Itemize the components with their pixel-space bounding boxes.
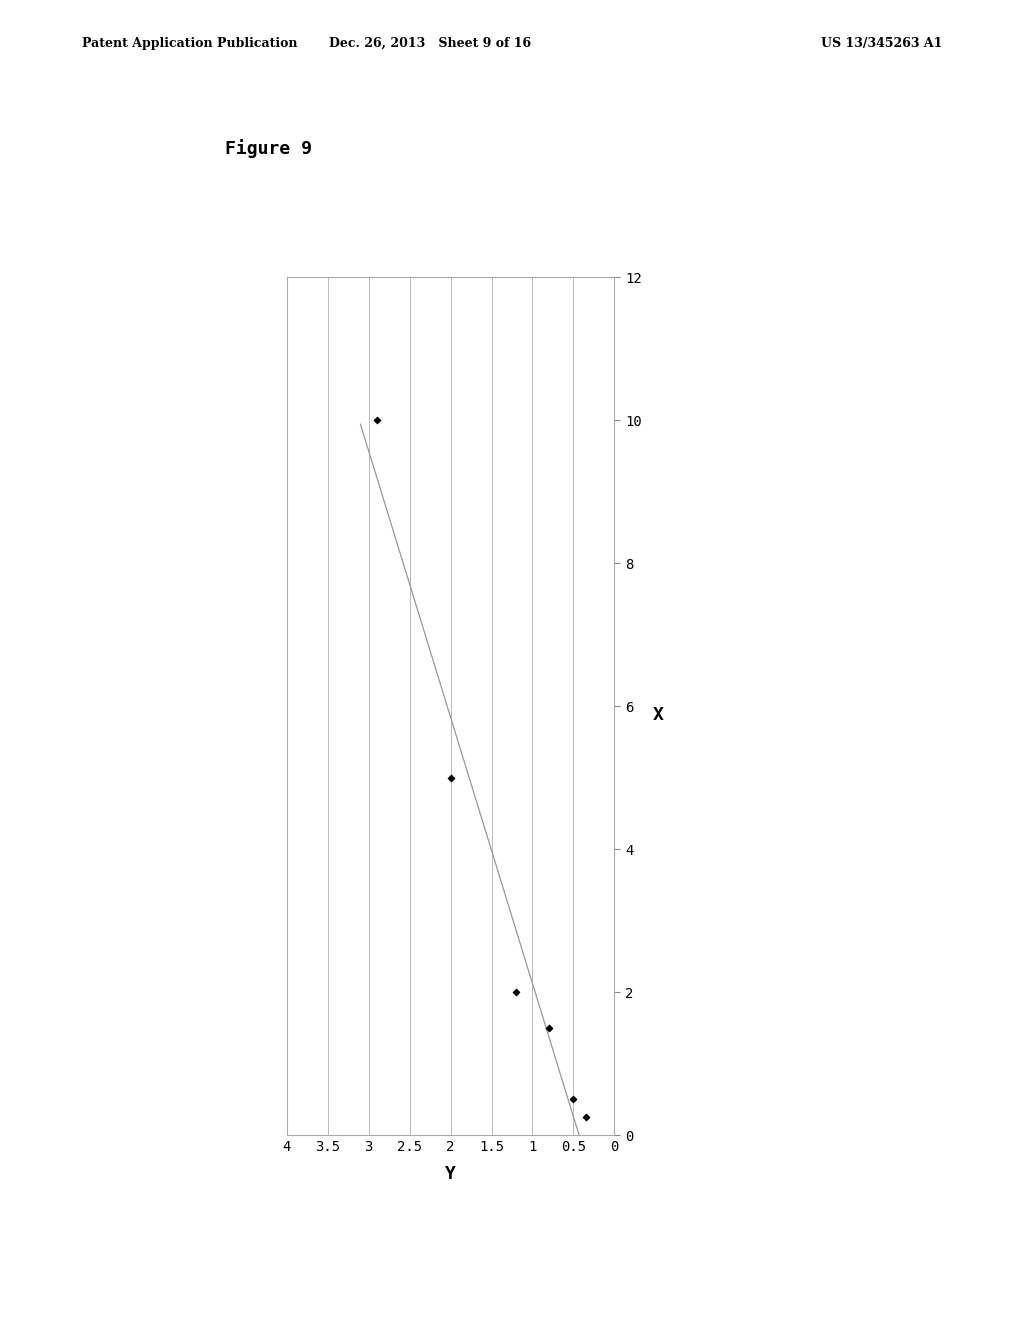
Text: Dec. 26, 2013   Sheet 9 of 16: Dec. 26, 2013 Sheet 9 of 16 xyxy=(329,37,531,50)
Point xyxy=(369,409,385,430)
Point xyxy=(565,1089,582,1110)
Text: Figure 9: Figure 9 xyxy=(225,139,312,157)
X-axis label: Y: Y xyxy=(445,1166,456,1183)
Point xyxy=(541,1018,557,1039)
Text: US 13/345263 A1: US 13/345263 A1 xyxy=(820,37,942,50)
Point xyxy=(508,982,524,1003)
Point xyxy=(578,1106,594,1127)
Y-axis label: X: X xyxy=(652,706,664,725)
Point xyxy=(442,767,459,788)
Text: Patent Application Publication: Patent Application Publication xyxy=(82,37,297,50)
